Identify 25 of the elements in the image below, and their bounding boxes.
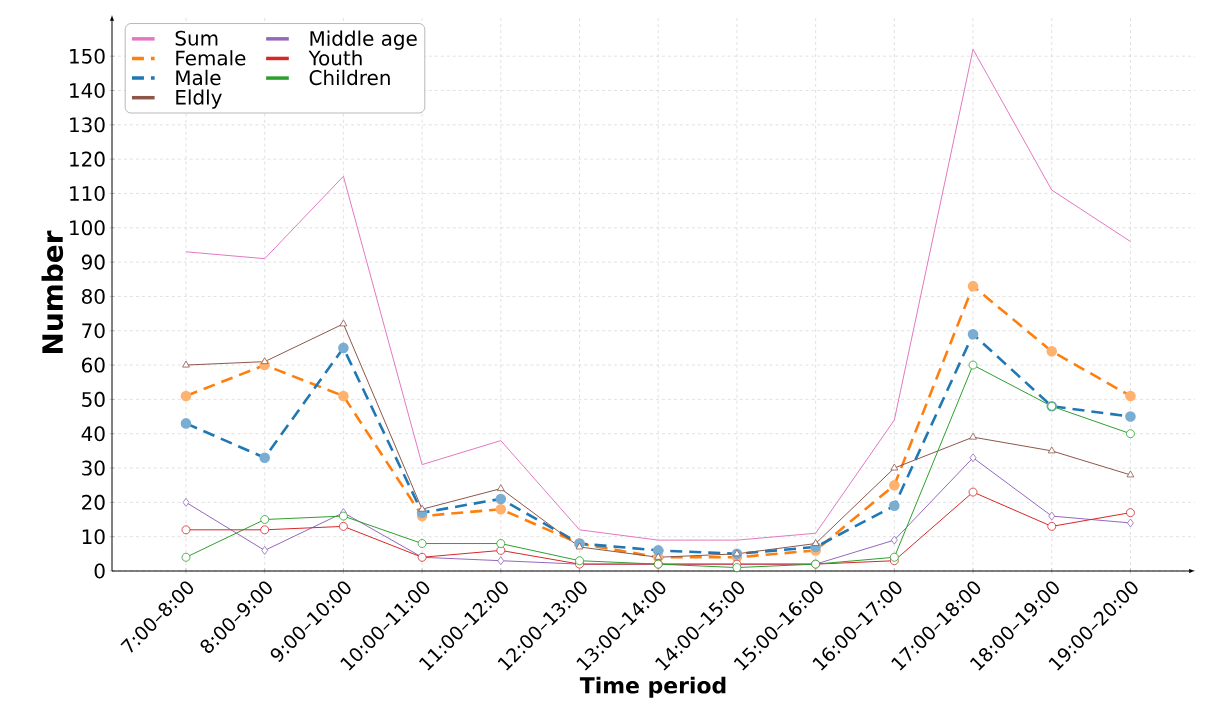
y-tick-label: 90 xyxy=(81,254,105,270)
y-tick-label: 130 xyxy=(70,117,105,133)
y-tick-label: 10 xyxy=(82,529,105,545)
x-axis-title: Time period xyxy=(579,676,726,698)
y-tick-label: 60 xyxy=(82,357,105,373)
y-tick-label: 150 xyxy=(70,48,105,64)
y-tick-label: 50 xyxy=(82,391,105,407)
y-tick-label: 20 xyxy=(82,494,105,510)
legend-label: Male xyxy=(176,69,221,86)
y-tick-label: 110 xyxy=(70,185,105,201)
legend-label: Sum xyxy=(175,30,218,46)
y-axis-title: Number xyxy=(41,230,64,353)
y-tick-label: 0 xyxy=(94,563,105,579)
y-tick-label: 140 xyxy=(70,82,105,99)
legend-label: Middle age xyxy=(310,30,417,50)
legend-label: Children xyxy=(309,69,390,86)
legend-label: Eldly xyxy=(176,89,222,109)
y-tick-label: 80 xyxy=(81,288,105,304)
y-tick-label: 70 xyxy=(82,323,105,339)
y-tick-label: 120 xyxy=(70,151,105,167)
y-tick-label: 100 xyxy=(70,220,105,236)
legend-label: Youth xyxy=(308,50,362,66)
y-tick-label: 30 xyxy=(82,460,105,476)
y-tick-label: 40 xyxy=(81,426,105,442)
legend-label: Female xyxy=(176,50,246,66)
